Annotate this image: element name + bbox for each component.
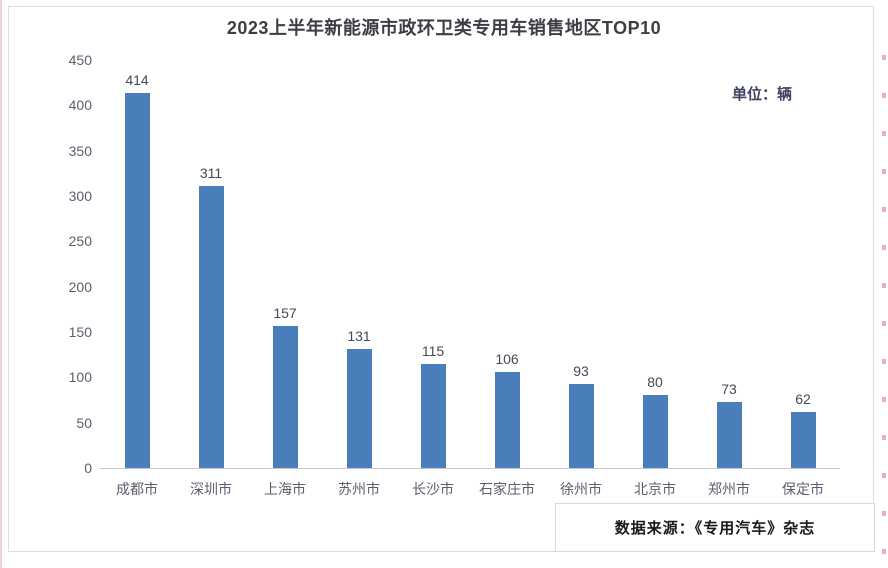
x-axis-category-label: 苏州市 [338,481,380,497]
data-source-label: 数据来源：《专用汽车》杂志 [614,520,816,537]
y-axis-tick-label: 450 [68,52,92,68]
bar-value-label: 80 [647,374,663,391]
chart-title: 2023上半年新能源市政环卫类专用车销售地区TOP10 [226,18,662,38]
bar [568,383,594,468]
y-axis-tick-label: 0 [84,460,92,476]
plot-area: 414 成都市 311 深圳市 157 上海市 131 苏州市 115 长沙市 106 石家庄市 93 徐… [100,60,840,497]
x-axis-category-label: 北京市 [634,481,676,497]
x-axis-category-label: 郑州市 [708,481,750,497]
bar-value-label: 131 [347,328,371,345]
bar-group: 80 北京市 [618,60,692,497]
right-edge-red-marks [882,55,886,556]
source-box: 数据来源：《专用汽车》杂志 [555,503,875,552]
bar [420,363,446,468]
y-axis-tick-label: 50 [76,414,92,431]
bar [790,411,816,468]
bar [198,186,224,468]
bar-value-label: 414 [125,71,149,88]
bar-value-label: 73 [721,380,737,397]
bar [346,349,372,468]
bar-group: 115 长沙市 [396,60,470,497]
x-axis-category-label: 深圳市 [190,481,232,497]
bar-group: 73 郑州市 [692,60,766,497]
x-axis-category-label: 长沙市 [412,481,454,497]
bar-group: 311 深圳市 [174,60,248,497]
y-axis: 0 50 100 150 200 250 300 350 400 450 [30,52,92,476]
bar [494,371,520,468]
y-axis-tick-label: 250 [68,233,92,250]
bar [124,92,150,468]
x-axis-category-label: 石家庄市 [479,481,535,497]
bar [642,395,668,468]
bar-value-label: 115 [421,342,445,359]
bar-group: 106 石家庄市 [470,60,544,497]
bar-value-label: 93 [573,362,589,379]
x-axis-category-label: 上海市 [264,481,306,497]
x-axis-category-label: 保定市 [782,481,824,497]
y-axis-tick-label: 350 [68,142,92,159]
y-axis-tick-label: 100 [68,369,92,386]
y-axis-tick-label: 200 [68,278,92,295]
bar-group: 93 徐州市 [544,60,618,497]
bar-value-label: 157 [273,304,297,321]
bar-value-label: 62 [795,390,811,407]
bar-value-label: 311 [199,165,223,182]
x-axis-category-label: 成都市 [116,481,158,497]
bar-value-label: 106 [495,350,519,367]
unit-label: 单位：辆 [731,86,792,103]
bar-group: 131 苏州市 [322,60,396,497]
bar [716,401,742,468]
bar [272,325,298,468]
y-axis-tick-label: 150 [68,324,92,340]
y-axis-tick-label: 400 [68,97,92,114]
bar-group: 157 上海市 [248,60,322,497]
x-axis-category-label: 徐州市 [560,481,602,497]
y-axis-tick-label: 300 [68,188,92,204]
bar-group: 62 保定市 [766,60,840,497]
bar-group: 414 成都市 [100,60,174,497]
